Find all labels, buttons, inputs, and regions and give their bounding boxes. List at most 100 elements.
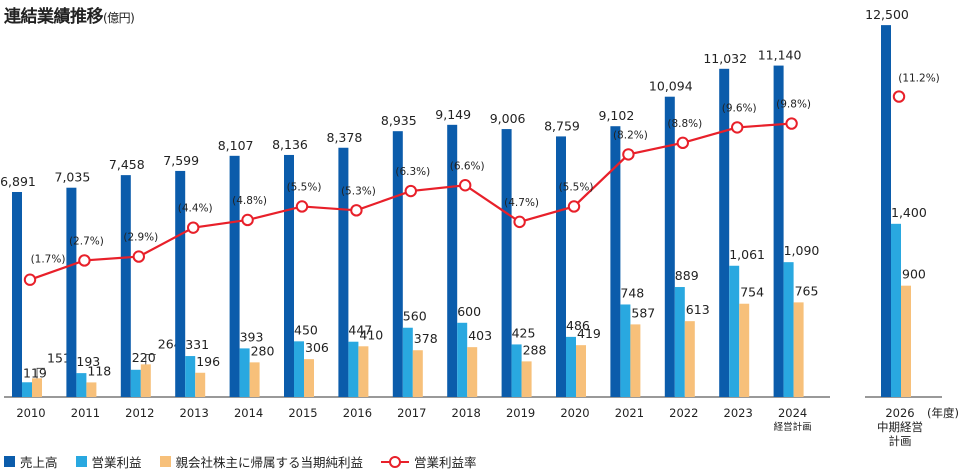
legend-item-net-income: 親会社株主に帰属する当期純利益	[159, 452, 363, 471]
x-tick-2013: 2013	[180, 406, 209, 420]
bar-sales-2011	[66, 187, 77, 397]
margin-label-2021: (8.2%)	[613, 129, 648, 141]
label-sales-2012: 7,458	[109, 157, 145, 172]
label-net-income-2026: 900	[902, 267, 926, 282]
x-axis-unit: (年度)	[927, 406, 959, 420]
x-tick-2018: 2018	[452, 406, 481, 420]
bar-net-income-2022	[684, 321, 695, 397]
label-sales-2016: 8,378	[327, 130, 363, 145]
label-net-income-2016: 410	[359, 327, 383, 342]
label-operating-profit-2011: 193	[76, 354, 100, 369]
margin-point-2014	[241, 213, 254, 227]
bar-net-income-2021	[630, 324, 641, 397]
legend-label-operating-margin: 営業利益率	[414, 455, 477, 470]
margin-label-2014: (4.8%)	[232, 195, 267, 207]
margin-label-2010: (1.7%)	[31, 254, 66, 266]
margin-point-2011	[78, 254, 91, 267]
bar-net-income-2018	[467, 347, 478, 397]
label-net-income-2020: 419	[577, 326, 601, 341]
bar-operating-profit-2013	[185, 356, 196, 397]
margin-label-2020: (5.5%)	[559, 181, 594, 193]
margin-point-2026	[892, 90, 906, 103]
chart-title: 連結業績推移(億円)	[4, 2, 135, 27]
margin-point-2010	[23, 273, 37, 286]
x-tick-2012: 2012	[125, 406, 154, 420]
margin-point-2020	[567, 200, 581, 213]
bar-sales-2018	[447, 124, 458, 397]
margin-point-2012	[132, 250, 146, 263]
bar-operating-profit-2018	[457, 322, 468, 397]
margin-label-2017: (6.3%)	[395, 166, 430, 178]
chart-title-unit: (億円)	[103, 11, 135, 25]
bar-sales-2020	[556, 136, 566, 398]
x-subtick-2026-2: 計画	[889, 434, 912, 448]
bar-operating-profit-2017	[402, 327, 413, 397]
bar-net-income-2019	[521, 361, 532, 397]
bar-net-income-2013	[195, 372, 206, 397]
bar-net-income-2010	[32, 378, 42, 397]
bar-net-income-2023	[739, 303, 750, 397]
label-operating-profit-2014: 393	[240, 329, 264, 344]
margin-point-2021	[622, 148, 635, 161]
label-operating-profit-2023: 1,061	[729, 247, 765, 262]
label-operating-profit-2022: 889	[675, 268, 699, 283]
bar-operating-profit-2019	[511, 344, 522, 397]
bar-net-income-2026	[901, 285, 911, 397]
margin-point-2013	[187, 221, 200, 234]
x-tick-2022: 2022	[669, 406, 698, 420]
margin-label-2016: (5.3%)	[341, 185, 376, 197]
leader-net-income-2012	[145, 353, 156, 365]
bar-sales-2026	[881, 25, 891, 397]
margin-label-2026: (11.2%)	[898, 73, 940, 85]
chart-legend: 売上高 営業利益 親会社株主に帰属する当期純利益 営業利益率	[4, 452, 477, 471]
label-net-income-2019: 288	[523, 342, 547, 357]
label-net-income-2024: 765	[795, 283, 819, 298]
label-net-income-2014: 280	[251, 343, 275, 358]
bar-operating-profit-2011	[76, 373, 87, 397]
bar-net-income-2012	[140, 364, 151, 397]
label-operating-profit-2019: 425	[512, 325, 536, 340]
label-sales-2014: 8,107	[218, 138, 254, 153]
margin-label-2013: (4.4%)	[178, 203, 213, 215]
x-subtick-2026-1: 中期経営	[877, 420, 923, 434]
margin-point-2019	[513, 215, 526, 229]
bar-operating-profit-2023	[729, 265, 740, 397]
label-sales-2010: 6,891	[0, 174, 36, 189]
chart-title-text: 連結業績推移	[4, 7, 104, 27]
bar-operating-profit-2024	[783, 262, 794, 397]
bar-sales-2012	[120, 175, 131, 397]
label-operating-profit-2018: 600	[457, 304, 481, 319]
label-net-income-2010: 151	[47, 350, 71, 365]
bar-operating-profit-2026	[891, 223, 901, 397]
label-operating-profit-2015: 450	[294, 322, 318, 337]
bar-net-income-2017	[412, 350, 423, 397]
bar-sales-2014	[229, 155, 240, 397]
bar-sales-2021	[610, 126, 621, 397]
bar-sales-2023	[719, 68, 730, 397]
label-sales-2019: 9,006	[490, 111, 526, 126]
x-tick-2020: 2020	[560, 406, 589, 420]
margin-label-2011: (2.7%)	[69, 235, 104, 247]
label-sales-2024: 11,140	[758, 48, 802, 63]
label-sales-2017: 8,935	[381, 113, 417, 128]
label-sales-2022: 10,094	[649, 79, 693, 94]
x-tick-2017: 2017	[397, 406, 426, 420]
bar-operating-profit-2012	[130, 369, 141, 397]
bar-sales-2010	[12, 191, 22, 397]
bar-sales-2022	[664, 96, 675, 398]
bar-sales-2016	[338, 147, 349, 397]
label-net-income-2023: 754	[740, 285, 764, 300]
legend-item-operating-profit: 営業利益	[75, 452, 142, 471]
label-sales-2023: 11,032	[703, 51, 747, 66]
x-tick-2024: 2024	[778, 406, 807, 420]
label-sales-2026: 12,500	[865, 7, 909, 22]
margin-point-2016	[350, 204, 363, 217]
margin-label-2012: (2.9%)	[123, 232, 158, 244]
x-tick-2015: 2015	[288, 406, 317, 420]
bar-operating-profit-2020	[566, 336, 576, 397]
label-sales-2018: 9,149	[435, 107, 471, 122]
legend-item-sales: 売上高	[4, 452, 58, 471]
label-sales-2020: 8,759	[544, 118, 580, 133]
x-tick-2021: 2021	[615, 406, 644, 420]
label-sales-2015: 8,136	[272, 137, 308, 152]
